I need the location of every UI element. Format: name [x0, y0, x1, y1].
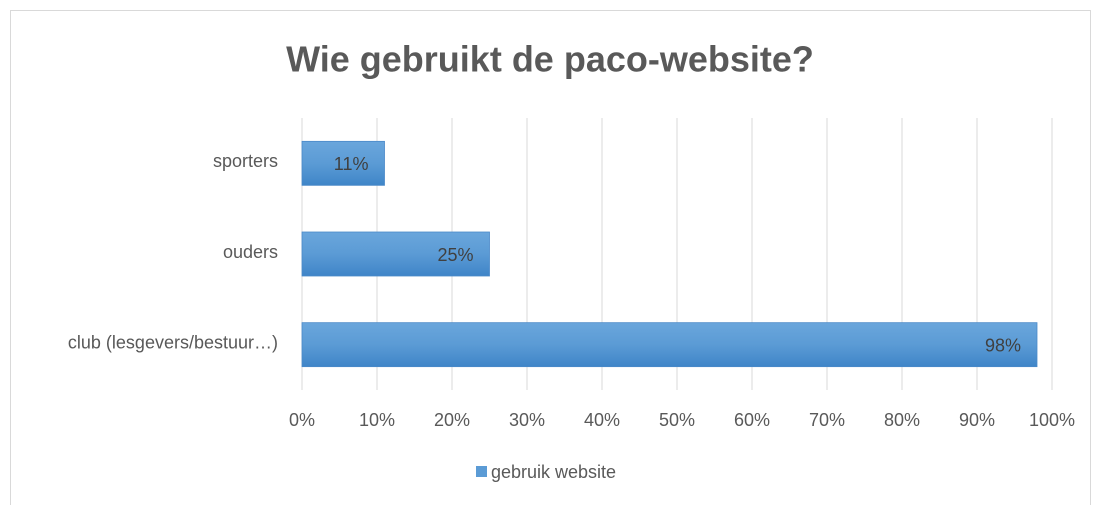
x-tick-label: 40%: [584, 410, 620, 430]
y-tick-label: club (lesgevers/bestuur…): [68, 332, 278, 352]
legend-label: gebruik website: [491, 462, 616, 482]
legend-swatch: [476, 466, 487, 477]
x-tick-label: 80%: [884, 410, 920, 430]
data-label: 11%: [334, 154, 369, 174]
data-label: 25%: [437, 245, 473, 265]
x-tick-label: 30%: [509, 410, 545, 430]
data-label: 98%: [985, 335, 1021, 355]
y-tick-label: ouders: [223, 242, 278, 262]
bar: [301, 322, 1038, 368]
x-tick-label: 70%: [809, 410, 845, 430]
bar: [301, 140, 385, 186]
x-tick-label: 20%: [434, 410, 470, 430]
x-tick-label: 10%: [359, 410, 395, 430]
x-tick-label: 90%: [959, 410, 995, 430]
chart-frame: [10, 10, 1091, 505]
chart-title: Wie gebruikt de paco-website?: [286, 39, 814, 80]
x-tick-label: 0%: [289, 410, 315, 430]
x-tick-label: 60%: [734, 410, 770, 430]
bar: [301, 231, 490, 277]
y-tick-label: sporters: [213, 151, 278, 171]
x-tick-label: 100%: [1029, 410, 1075, 430]
x-tick-label: 50%: [659, 410, 695, 430]
